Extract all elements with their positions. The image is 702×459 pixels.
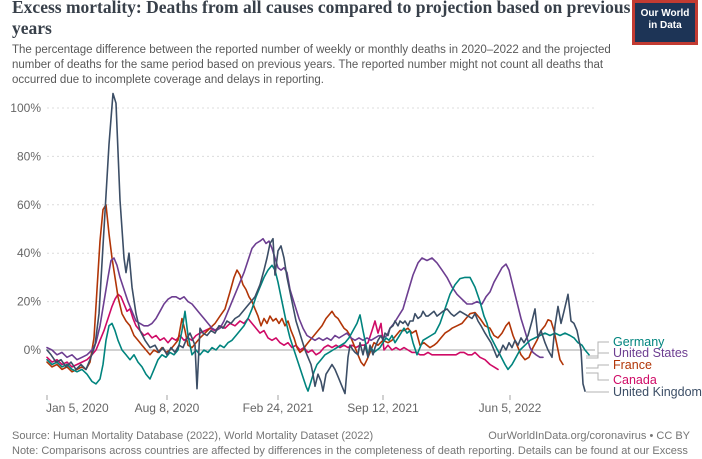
attribution-link[interactable]: OurWorldInData.org/coronavirus • CC BY: [488, 430, 690, 442]
chart-line-united-states[interactable]: [46, 237, 544, 361]
legend-label-united-kingdom[interactable]: United Kingdom: [613, 385, 702, 399]
y-axis-label: 80%: [17, 149, 41, 163]
page-subtitle: The percentage difference between the re…: [12, 44, 611, 86]
chart-line-germany[interactable]: [46, 264, 590, 392]
x-axis-label: Jun 5, 2022: [479, 401, 542, 415]
chart-line-canada[interactable]: [46, 293, 499, 371]
legend-connector: [586, 352, 609, 359]
y-axis-label: 0%: [24, 343, 42, 357]
x-axis-label: Aug 8, 2020: [135, 401, 200, 415]
owid-logo-line2: in Data: [648, 20, 682, 31]
legend-connector: [586, 341, 609, 357]
x-axis-label: Feb 24, 2021: [243, 401, 314, 415]
legend-connector: [586, 364, 609, 369]
note-text: Note: Comparisons across countries are a…: [12, 445, 688, 457]
legend-label-france[interactable]: France: [613, 358, 652, 372]
chart-line-united-kingdom[interactable]: [46, 92, 586, 395]
chart-footer: Source: Human Mortality Database (2022),…: [0, 429, 702, 459]
chart-area: 0% 20% 40% 60% 80% 100% Jan 5, 2020 Aug 8, 2020…: [0, 90, 702, 420]
source-text: Source: Human Mortality Database (2022),…: [12, 430, 374, 442]
chart-header: Excess mortality: Deaths from all causes…: [0, 0, 702, 88]
legend-label-canada[interactable]: Canada: [613, 373, 657, 387]
y-axis-label: 40%: [17, 246, 41, 260]
owid-logo-line1: Our World: [640, 8, 690, 19]
page-title: Excess mortality: Deaths from all causes…: [12, 0, 631, 38]
x-axis-label: Sep 12, 2021: [347, 401, 419, 415]
owid-logo[interactable]: Our World in Data: [632, 0, 698, 45]
legend-label-germany[interactable]: Germany: [613, 335, 665, 349]
legend-label-united-states[interactable]: United States: [613, 346, 688, 360]
x-axis-label: Jan 5, 2020: [46, 401, 109, 415]
y-axis-label: 60%: [17, 198, 41, 212]
y-axis-label: 20%: [17, 295, 41, 309]
legend-connector: [586, 372, 609, 381]
excess-mortality-line-chart[interactable]: 0% 20% 40% 60% 80% 100% Jan 5, 2020 Aug 8, 2020…: [0, 90, 702, 420]
y-axis-label: 100%: [10, 101, 41, 115]
